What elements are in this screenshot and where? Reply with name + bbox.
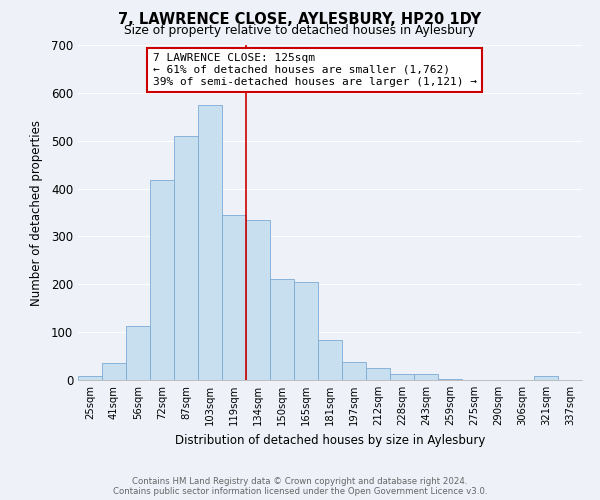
Y-axis label: Number of detached properties: Number of detached properties: [29, 120, 43, 306]
Bar: [342, 362, 366, 380]
X-axis label: Distribution of detached houses by size in Aylesbury: Distribution of detached houses by size …: [175, 434, 485, 446]
Bar: [102, 363, 126, 380]
Bar: [294, 282, 318, 380]
Bar: [270, 278, 294, 380]
Bar: [126, 326, 150, 380]
Bar: [222, 215, 246, 380]
Bar: [78, 376, 102, 380]
Bar: [438, 379, 462, 380]
Bar: [150, 180, 174, 380]
Bar: [318, 340, 342, 380]
Bar: [414, 374, 438, 380]
Bar: [534, 376, 558, 380]
Bar: [390, 374, 414, 380]
Text: 7, LAWRENCE CLOSE, AYLESBURY, HP20 1DY: 7, LAWRENCE CLOSE, AYLESBURY, HP20 1DY: [118, 12, 482, 28]
Bar: [366, 368, 390, 380]
Text: Contains HM Land Registry data © Crown copyright and database right 2024.
Contai: Contains HM Land Registry data © Crown c…: [113, 476, 487, 496]
Text: Size of property relative to detached houses in Aylesbury: Size of property relative to detached ho…: [125, 24, 476, 37]
Text: 7 LAWRENCE CLOSE: 125sqm
← 61% of detached houses are smaller (1,762)
39% of sem: 7 LAWRENCE CLOSE: 125sqm ← 61% of detach…: [153, 54, 477, 86]
Bar: [246, 220, 270, 380]
Bar: [198, 105, 222, 380]
Bar: [174, 136, 198, 380]
